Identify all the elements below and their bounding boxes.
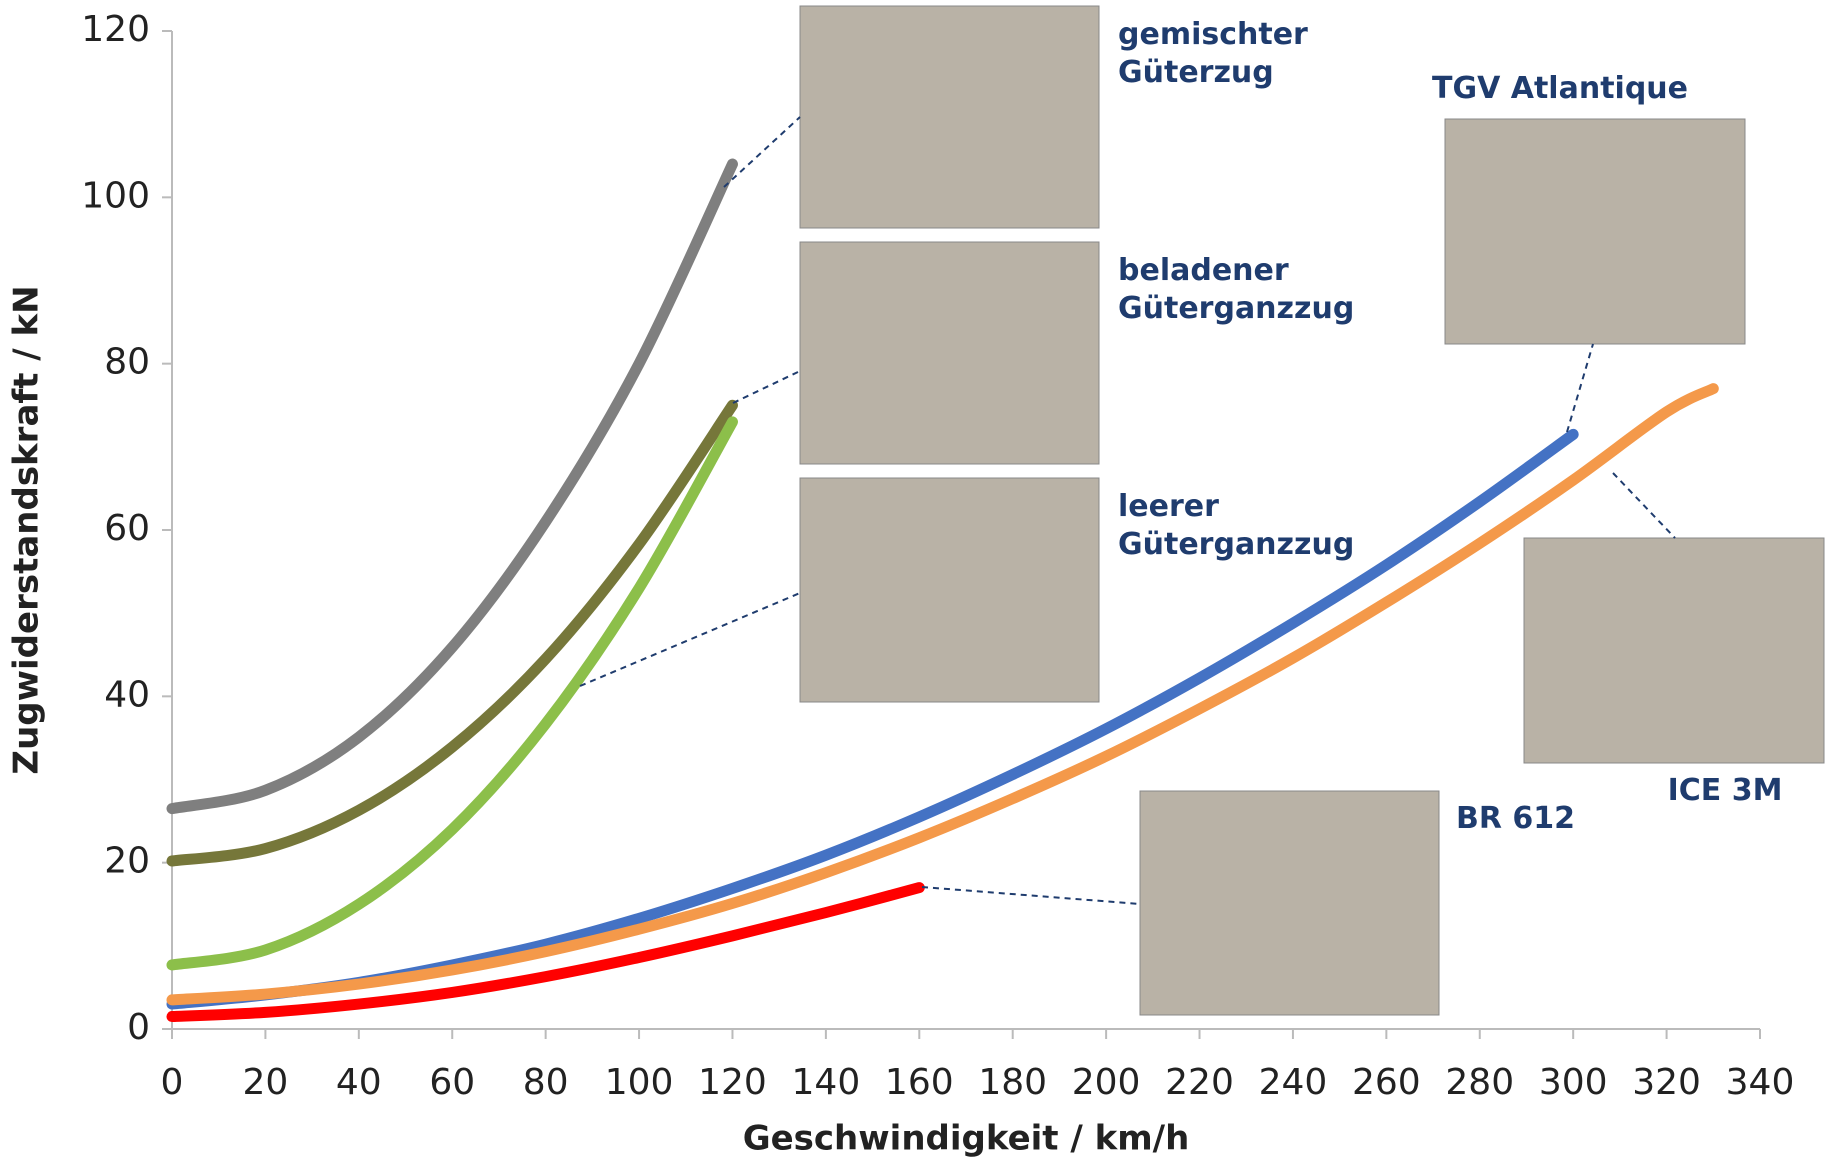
plot: 0 20 40 60 80 100 120 0 20 40 60 80 100 120 140 160 180 2… bbox=[81, 9, 1794, 1103]
photo bbox=[799, 477, 1100, 703]
y-tick-label: 60 bbox=[104, 508, 150, 549]
leader bbox=[732, 370, 801, 404]
x-tick-label: 140 bbox=[792, 1062, 861, 1103]
series-label: BR 612 bbox=[1456, 801, 1576, 836]
x-tick-label: 300 bbox=[1539, 1062, 1608, 1103]
series-line bbox=[166, 383, 1719, 1006]
series-line bbox=[166, 416, 738, 971]
x-tick-label: 160 bbox=[885, 1062, 954, 1103]
photo bbox=[1139, 790, 1440, 1016]
photo bbox=[799, 241, 1100, 465]
x-tick-label: 120 bbox=[698, 1062, 767, 1103]
leader bbox=[921, 886, 1141, 905]
leader bbox=[1612, 472, 1676, 539]
series-line bbox=[166, 399, 738, 867]
y-tick-label: 100 bbox=[81, 175, 150, 216]
leader bbox=[579, 592, 801, 687]
y-tick-label: 80 bbox=[104, 342, 150, 383]
photo bbox=[799, 5, 1100, 229]
x-tick-label: 340 bbox=[1726, 1062, 1795, 1103]
y-tick-label: 0 bbox=[127, 1007, 150, 1048]
x-tick-label: 200 bbox=[1072, 1062, 1141, 1103]
photos bbox=[579, 5, 1825, 1016]
photo bbox=[1444, 118, 1746, 345]
x-tick-label: 240 bbox=[1259, 1062, 1328, 1103]
y-axis-title: Zugwiderstandskraft / kN bbox=[7, 285, 47, 774]
leader bbox=[723, 116, 801, 188]
x-tick-label: 20 bbox=[243, 1062, 289, 1103]
x-tick-label: 180 bbox=[978, 1062, 1047, 1103]
x-tick-label: 320 bbox=[1632, 1062, 1701, 1103]
series-line bbox=[166, 882, 925, 1023]
x-axis-title: Geschwindigkeit / km/h bbox=[743, 1119, 1190, 1159]
series-label: beladener Güterganzzug bbox=[1118, 253, 1355, 326]
x-tick-label: 220 bbox=[1165, 1062, 1234, 1103]
x-tick-label: 0 bbox=[161, 1062, 184, 1103]
x-tick-label: 260 bbox=[1352, 1062, 1421, 1103]
series-label: leerer Güterganzzug bbox=[1118, 489, 1355, 562]
y-tick-label: 40 bbox=[104, 674, 150, 715]
x-tick-label: 60 bbox=[429, 1062, 475, 1103]
x-tick-label: 40 bbox=[336, 1062, 382, 1103]
series-label: TGV Atlantique bbox=[1432, 71, 1688, 106]
y-tick-label: 120 bbox=[81, 9, 150, 50]
x-tick-label: 80 bbox=[523, 1062, 569, 1103]
series-line bbox=[166, 158, 738, 815]
x-tick-label: 280 bbox=[1445, 1062, 1514, 1103]
series-label: ICE 3M bbox=[1667, 773, 1783, 808]
series-label: gemischter Güterzug bbox=[1118, 17, 1308, 90]
leader bbox=[1566, 343, 1594, 433]
y-tick-label: 20 bbox=[104, 841, 150, 882]
x-tick-label: 100 bbox=[605, 1062, 674, 1103]
photo bbox=[1523, 537, 1825, 764]
